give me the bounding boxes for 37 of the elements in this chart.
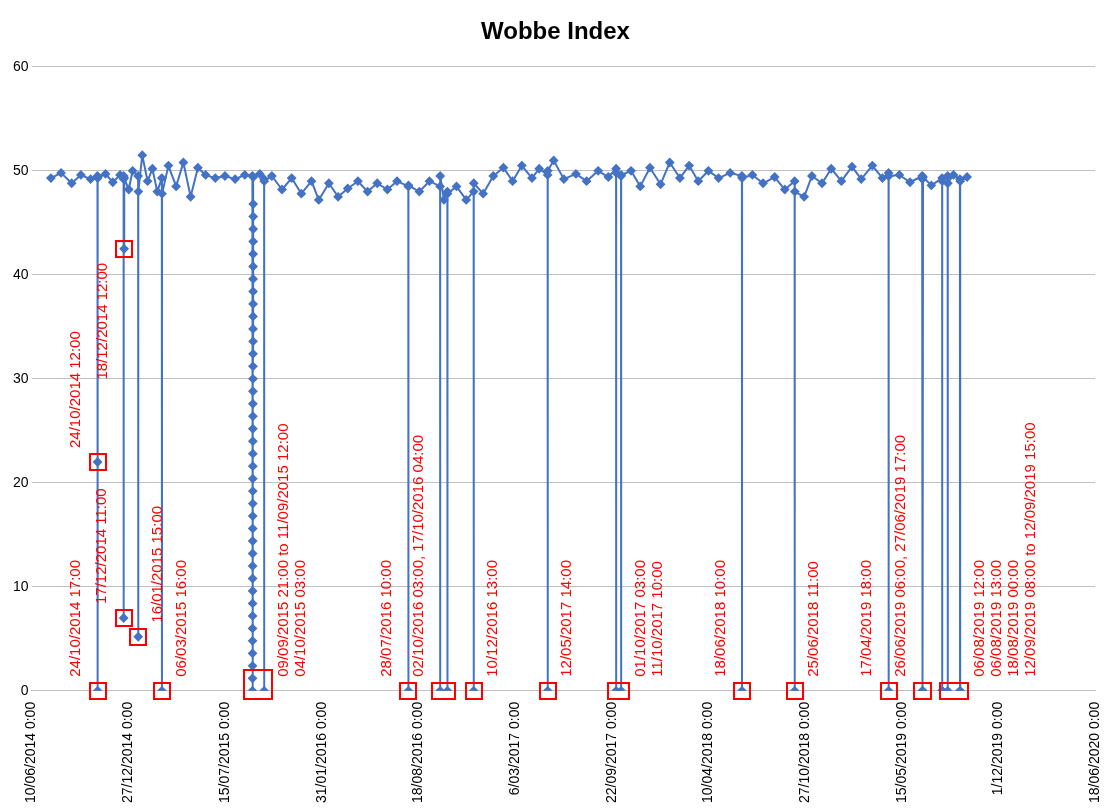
x-tick-label: 27/10/2018 0:00 bbox=[795, 701, 812, 804]
x-tick-label: 10/06/2014 0:00 bbox=[22, 701, 39, 804]
x-tick-label: 22/09/2017 0:00 bbox=[602, 701, 619, 804]
y-tick-label: 20 bbox=[12, 473, 29, 490]
y-tick-label: 0 bbox=[20, 681, 29, 698]
annotation: 06/03/2015 16:00 bbox=[171, 560, 189, 677]
x-tick-label: 27/12/2014 0:00 bbox=[119, 701, 136, 804]
x-tick-label: 10/04/2018 0:00 bbox=[699, 701, 716, 804]
y-tick-label: 40 bbox=[12, 265, 29, 282]
annotation: 16/01/2015 15:00 bbox=[147, 505, 165, 623]
x-tick-label: 18/08/2016 0:00 bbox=[409, 701, 426, 804]
annotation: 01/10/2017 03:00 11/10/2017 10:00 bbox=[630, 560, 665, 677]
annotation: 28/07/2016 10:00 bbox=[377, 560, 395, 677]
x-tick-label: 15/07/2015 0:00 bbox=[215, 701, 232, 804]
annotation: 26/06/2019 06:00, 27/06/2019 17:00 bbox=[890, 434, 908, 677]
annotation: 18/12/2014 12:00 bbox=[92, 262, 110, 380]
x-tick-label: 6/03/2017 0:00 bbox=[505, 701, 522, 796]
annotation: 17/04/2019 18:00 bbox=[857, 560, 875, 677]
y-tick-label: 60 bbox=[12, 57, 29, 74]
x-tick-label: 31/01/2016 0:00 bbox=[312, 701, 329, 804]
annotation: 18/06/2018 10:00 bbox=[710, 560, 728, 677]
annotation: 25/06/2018 11:00 bbox=[804, 561, 822, 677]
annotation: 06/08/2019 12:00 06/08/2019 13:00 18/08/2019 00:00 12/09/2019 08:00 to 12/09/2019 15:00 bbox=[969, 422, 1038, 677]
annotation: 24/10/2014 12:00 bbox=[66, 331, 84, 448]
annotation: 17/12/2014 11:00 bbox=[92, 488, 110, 604]
x-tick-label: 18/06/2020 0:00 bbox=[1086, 701, 1103, 804]
y-tick-label: 50 bbox=[12, 161, 29, 178]
x-tick-label: 1/12/2019 0:00 bbox=[989, 701, 1006, 796]
chart-title: Wobbe Index bbox=[481, 17, 631, 45]
annotation: 24/10/2014 17:00 bbox=[66, 560, 84, 677]
annotation: 02/10/2016 03:00, 17/10/2016 04:00 bbox=[408, 434, 426, 677]
y-tick-label: 30 bbox=[12, 369, 29, 386]
annotation: 09/09/2015 21:00 to 11/09/2015 12:00 04/10/2015 03:00 bbox=[273, 423, 308, 677]
x-tick-label: 15/05/2019 0:00 bbox=[892, 701, 909, 804]
y-tick-label: 10 bbox=[12, 577, 29, 594]
annotation: 12/05/2017 14:00 bbox=[557, 560, 575, 677]
annotation: 10/12/2016 13:00 bbox=[483, 560, 501, 677]
